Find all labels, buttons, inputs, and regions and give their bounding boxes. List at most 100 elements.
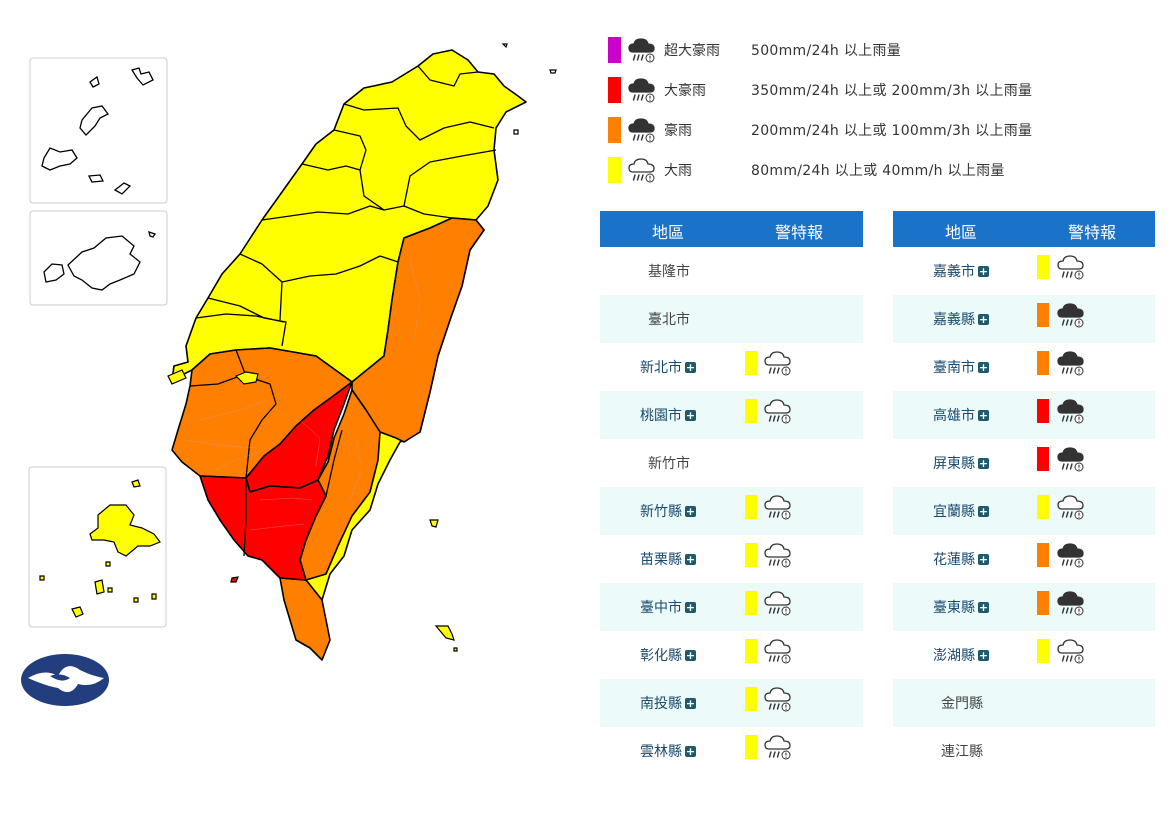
county-name[interactable]: 新竹縣 + [640, 501, 696, 521]
county-label: 新竹市 [648, 456, 690, 472]
legend-swatch [608, 77, 621, 103]
county-name[interactable]: 澎湖縣 + [933, 645, 989, 665]
expand-plus-icon[interactable]: + [685, 409, 696, 422]
expand-plus-icon[interactable]: + [978, 409, 989, 422]
table-row[interactable]: 臺東縣 + [893, 583, 1155, 631]
table-row[interactable]: 新竹縣 + [600, 487, 863, 535]
table-row[interactable]: 屏東縣 + [893, 439, 1155, 487]
legend-row: 大豪雨 350mm/24h 以上或 200mm/3h 以上雨量 [606, 72, 1126, 112]
county-label: 嘉義縣 [933, 312, 975, 328]
table-header: 地區 警特報 [600, 211, 863, 247]
warning-level-swatch [1037, 447, 1049, 471]
county-name[interactable]: 苗栗縣 + [640, 549, 696, 569]
table-row[interactable]: 臺中市 + [600, 583, 863, 631]
expand-plus-icon[interactable]: + [685, 505, 696, 518]
table-row: 新竹市 [600, 439, 863, 487]
county-label: 新北市 [640, 360, 682, 376]
table-row[interactable]: 嘉義市 + [893, 247, 1155, 295]
expand-plus-icon[interactable]: + [685, 745, 696, 758]
extremely-heavy-rain-icon [1057, 591, 1084, 616]
county-name[interactable]: 花蓮縣 + [933, 549, 989, 569]
expand-plus-icon[interactable]: + [978, 505, 989, 518]
heavy-rain-icon [764, 687, 791, 712]
legend-description: 80mm/24h 以上或 40mm/h 以上雨量 [751, 163, 1005, 179]
table-row[interactable]: 苗栗縣 + [600, 535, 863, 583]
county-label: 澎湖縣 [933, 648, 975, 664]
table-row[interactable]: 雲林縣 + [600, 727, 863, 775]
warning-level-swatch [1037, 351, 1049, 375]
extremely-heavy-rain-icon [1057, 351, 1084, 376]
expand-plus-icon[interactable]: + [685, 697, 696, 710]
county-name[interactable]: 新北市 + [640, 357, 696, 377]
county-name: 臺北市 [648, 309, 690, 329]
table-row[interactable]: 彰化縣 + [600, 631, 863, 679]
county-name[interactable]: 高雄市 + [933, 405, 989, 425]
county-name[interactable]: 臺東縣 + [933, 597, 989, 617]
heavy-rain-icon [1057, 495, 1084, 520]
expand-plus-icon[interactable]: + [685, 601, 696, 614]
warning-level-swatch [745, 687, 757, 711]
torrential-rain-icon [1057, 447, 1084, 472]
warning-level-swatch [745, 351, 757, 375]
county-name[interactable]: 南投縣 + [640, 693, 696, 713]
legend-description: 200mm/24h 以上或 100mm/3h 以上雨量 [751, 123, 1033, 139]
table-row: 金門縣 [893, 679, 1155, 727]
warning-level-swatch [1037, 303, 1049, 327]
expand-plus-icon[interactable]: + [978, 553, 989, 566]
warning-map [21, 43, 557, 706]
expand-plus-icon[interactable]: + [685, 361, 696, 374]
county-name[interactable]: 嘉義市 + [933, 261, 989, 281]
county-name[interactable]: 桃園市 + [640, 405, 696, 425]
table-header: 地區 警特報 [893, 211, 1155, 247]
table-row: 基隆市 [600, 247, 863, 295]
table-row[interactable]: 花蓮縣 + [893, 535, 1155, 583]
table-row[interactable]: 嘉義縣 + [893, 295, 1155, 343]
expand-plus-icon[interactable]: + [978, 601, 989, 614]
warning-level-swatch [745, 399, 757, 423]
county-label: 新竹縣 [640, 504, 682, 520]
legend-name: 豪雨 [664, 123, 692, 139]
county-name[interactable]: 彰化縣 + [640, 645, 696, 665]
table-row[interactable]: 桃園市 + [600, 391, 863, 439]
warning-level-swatch [1037, 543, 1049, 567]
header-warning: 警特報 [1068, 223, 1117, 242]
heavy-rain-icon [764, 639, 791, 664]
county-name[interactable]: 宜蘭縣 + [933, 501, 989, 521]
heavy-rain-icon [764, 495, 791, 520]
county-label: 高雄市 [933, 408, 975, 424]
county-label: 連江縣 [941, 744, 983, 760]
expand-plus-icon[interactable]: + [978, 313, 989, 326]
county-name[interactable]: 臺南市 + [933, 357, 989, 377]
county-label: 臺北市 [648, 312, 690, 328]
table-row[interactable]: 新北市 + [600, 343, 863, 391]
heavy-rain-icon [764, 735, 791, 760]
county-name[interactable]: 屏東縣 + [933, 453, 989, 473]
expand-plus-icon[interactable]: + [978, 265, 989, 278]
county-label: 雲林縣 [640, 744, 682, 760]
heavy-rain-icon [1057, 255, 1084, 280]
table-row[interactable]: 臺南市 + [893, 343, 1155, 391]
table-row[interactable]: 南投縣 + [600, 679, 863, 727]
table-row[interactable]: 高雄市 + [893, 391, 1155, 439]
county-name: 基隆市 [648, 261, 690, 281]
table-row[interactable]: 宜蘭縣 + [893, 487, 1155, 535]
torrential-rain-icon [628, 78, 655, 103]
county-label: 南投縣 [640, 696, 682, 712]
expand-plus-icon[interactable]: + [978, 361, 989, 374]
table-row[interactable]: 澎湖縣 + [893, 631, 1155, 679]
county-label: 臺東縣 [933, 600, 975, 616]
county-name[interactable]: 雲林縣 + [640, 741, 696, 761]
heavy-rain-icon [764, 543, 791, 568]
extremely-heavy-rain-icon [1057, 543, 1084, 568]
expand-plus-icon[interactable]: + [685, 649, 696, 662]
warning-level-swatch [1037, 591, 1049, 615]
county-name[interactable]: 嘉義縣 + [933, 309, 989, 329]
expand-plus-icon[interactable]: + [978, 649, 989, 662]
county-name[interactable]: 臺中市 + [640, 597, 696, 617]
map-region-pingtung [199, 475, 327, 581]
header-region: 地區 [945, 223, 978, 242]
penghu-islands [39, 479, 161, 618]
expand-plus-icon[interactable]: + [685, 553, 696, 566]
warning-level-swatch [745, 735, 757, 759]
expand-plus-icon[interactable]: + [978, 457, 989, 470]
